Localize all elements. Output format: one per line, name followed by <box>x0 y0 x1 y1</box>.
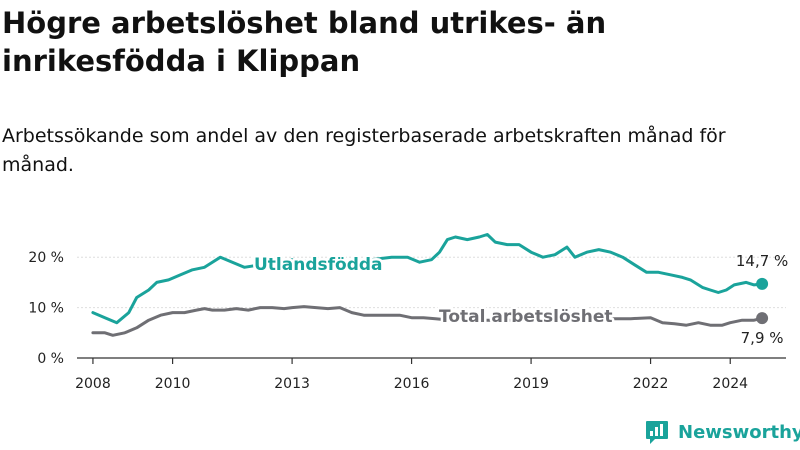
series-line-utlandsfodda <box>91 233 764 325</box>
x-tick-label: 2016 <box>394 376 430 392</box>
brand-name: Newsworthy <box>678 421 800 443</box>
x-tick-label: 2022 <box>633 376 669 392</box>
series-name-total: Total arbetslöshet <box>439 307 613 327</box>
y-tick-label: 0 % <box>37 351 64 367</box>
x-tick-label: 2013 <box>274 376 310 392</box>
end-value-total: 7,9 % <box>741 329 784 347</box>
series-name-utlandsfodda: Utlandsfödda <box>254 255 383 275</box>
x-tick-label: 2019 <box>513 376 549 392</box>
y-tick-label: 20 % <box>28 250 64 266</box>
end-marker-utlandsfodda <box>756 277 769 290</box>
x-tick-label: 2010 <box>155 376 191 392</box>
x-axis: 2008 2010 2013 2016 2019 2022 2024 <box>75 357 786 392</box>
end-marker-total <box>756 312 769 325</box>
line-chart: 0 % 10 % 20 % 2008 2010 2013 2016 2019 2022 2024… <box>28 233 789 392</box>
newsworthy-logo: Newsworthy <box>644 418 800 446</box>
gridlines <box>77 256 786 309</box>
y-tick-label: 10 % <box>28 301 64 317</box>
y-axis-ticks: 0 % 10 % 20 % <box>28 250 64 367</box>
chart-subtitle: Arbetssökande som andel av den registerb… <box>2 125 726 176</box>
newsworthy-logo-icon <box>646 421 668 444</box>
series-lines <box>91 233 764 337</box>
x-tick-label: 2024 <box>712 376 748 392</box>
chart-title: Högre arbetslöshet bland utrikes- än inr… <box>2 6 607 78</box>
end-value-utlandsfodda: 14,7 % <box>736 252 788 270</box>
series-line-total <box>91 305 764 337</box>
series-labels: Utlandsfödda Total arbetslöshet 14,7 % 7,9 … <box>252 252 789 347</box>
x-tick-label: 2008 <box>75 376 111 392</box>
